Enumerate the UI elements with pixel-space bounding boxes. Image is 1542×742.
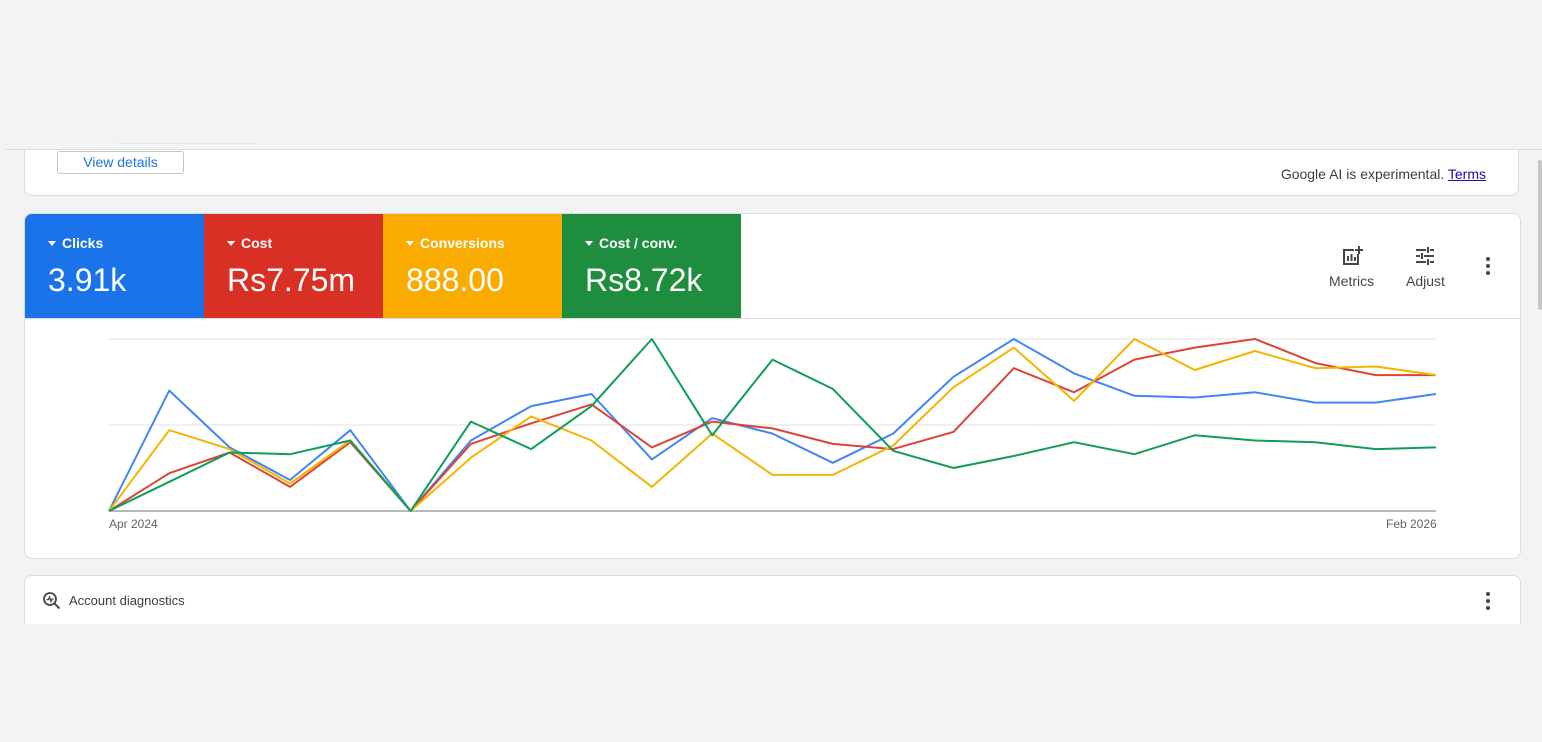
metric-tiles: Clicks 3.91k Cost Rs7.75m Conversions 88… [25, 214, 741, 318]
metric-tile-clicks[interactable]: Clicks 3.91k [25, 214, 204, 318]
metric-tile-cost[interactable]: Cost Rs7.75m [204, 214, 383, 318]
performance-card: Clicks 3.91k Cost Rs7.75m Conversions 88… [24, 213, 1521, 559]
dropdown-caret-icon [585, 240, 593, 246]
metrics-button[interactable]: Metrics [1329, 244, 1374, 289]
add-chart-icon [1342, 246, 1363, 265]
metric-tile-header: Clicks [48, 235, 103, 251]
metric-tile-label: Cost / conv. [599, 235, 678, 251]
page-scrollbar[interactable] [1538, 160, 1542, 310]
metric-tile-label: Clicks [62, 235, 104, 251]
dropdown-caret-icon [406, 240, 414, 246]
metric-tile-label: Cost [241, 235, 273, 251]
terms-link[interactable]: Terms [1447, 166, 1486, 182]
metrics-label: Metrics [1329, 273, 1375, 289]
series-line-cost-conv [108, 338, 1437, 512]
metric-tile-header: Cost [227, 235, 272, 251]
top-divider [6, 149, 1542, 150]
ai-disclaimer-text: Google AI is experimental. [1280, 166, 1445, 182]
metric-tile-value: Rs7.75m [227, 262, 356, 298]
metric-tile-value: Rs8.72k [585, 262, 703, 298]
series-line-cost [108, 338, 1436, 512]
metric-tile-value: 3.91k [48, 262, 127, 298]
series-line-conversions [108, 338, 1437, 512]
ai-disclaimer: Google AI is experimental. Terms [1281, 166, 1486, 182]
tune-icon [1416, 247, 1435, 265]
top-divider-stub [118, 143, 256, 144]
ai-summary-card: View details Google AI is experimental. … [24, 150, 1519, 196]
adjust-label: Adjust [1406, 273, 1445, 289]
dropdown-caret-icon [227, 240, 235, 246]
view-details-button[interactable]: View details [57, 151, 184, 174]
metric-tile-conversions[interactable]: Conversions 888.00 [383, 214, 562, 318]
metric-tile-header: Cost / conv. [585, 235, 677, 251]
diagnostics-more-icon[interactable] [1486, 592, 1490, 610]
more-options-icon[interactable] [1486, 257, 1490, 275]
metric-tile-value: 888.00 [406, 262, 504, 298]
performance-chart [108, 338, 1437, 512]
series-line-clicks [108, 338, 1437, 512]
dropdown-caret-icon [48, 240, 56, 246]
account-diagnostics-card[interactable]: Account diagnostics [24, 575, 1521, 624]
diagnostics-title: Account diagnostics [69, 593, 185, 608]
metric-tile-label: Conversions [420, 235, 505, 251]
metric-tile-header: Conversions [406, 235, 505, 251]
metric-tile-cost-per-conv[interactable]: Cost / conv. Rs8.72k [562, 214, 741, 318]
x-axis-end-label: Feb 2026 [1386, 517, 1437, 531]
tiles-divider [25, 318, 1520, 319]
x-axis-start-label: Apr 2024 [109, 517, 158, 531]
diagnostics-search-icon [43, 592, 61, 610]
adjust-button[interactable]: Adjust [1406, 244, 1445, 289]
